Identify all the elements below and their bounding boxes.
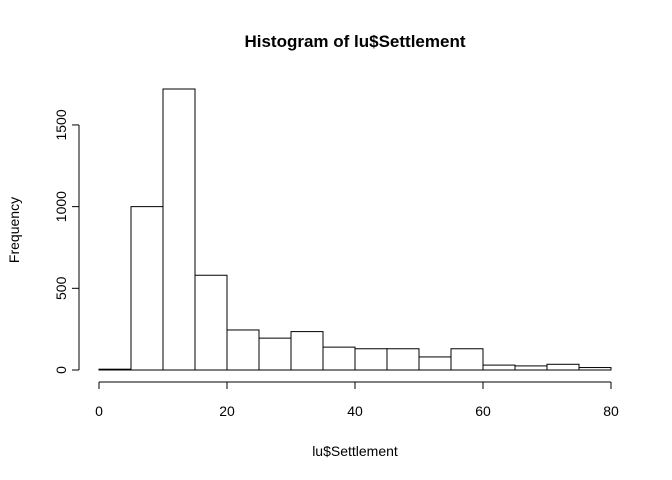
histogram-bar bbox=[194, 274, 228, 371]
x-tick-label: 80 bbox=[603, 403, 619, 419]
x-tick-label: 0 bbox=[95, 403, 103, 419]
histogram-bar bbox=[514, 365, 548, 371]
histogram-bar bbox=[98, 368, 132, 371]
histogram-bar bbox=[226, 329, 260, 371]
histogram-bar bbox=[546, 363, 580, 371]
histogram-bar bbox=[130, 206, 164, 371]
histogram-bar bbox=[354, 348, 388, 371]
y-tick-label: 1000 bbox=[53, 191, 69, 222]
histogram-bar bbox=[578, 367, 612, 371]
x-tick-label: 40 bbox=[347, 403, 363, 419]
histogram-bar bbox=[322, 346, 356, 371]
histogram-bar bbox=[386, 348, 420, 371]
y-tick-label: 1500 bbox=[53, 109, 69, 140]
x-tick-label: 20 bbox=[219, 403, 235, 419]
histogram-bar bbox=[418, 356, 452, 371]
histogram-bar bbox=[482, 364, 516, 371]
x-axis-label: lu$Settlement bbox=[312, 443, 398, 459]
histogram-bar bbox=[258, 337, 292, 371]
y-axis: 0 500 1000 1500 bbox=[53, 109, 80, 374]
histogram-bar bbox=[450, 348, 484, 371]
x-tick-label: 60 bbox=[475, 403, 491, 419]
chart-title: Histogram of lu$Settlement bbox=[244, 32, 465, 51]
y-tick-label: 500 bbox=[53, 276, 69, 300]
y-axis-label: Frequency bbox=[6, 197, 22, 263]
histogram-bar bbox=[290, 331, 324, 371]
bars-group bbox=[98, 88, 612, 371]
x-axis: 0 20 40 60 80 bbox=[95, 381, 619, 419]
histogram-bar bbox=[162, 88, 196, 371]
y-tick-label: 0 bbox=[53, 366, 69, 374]
